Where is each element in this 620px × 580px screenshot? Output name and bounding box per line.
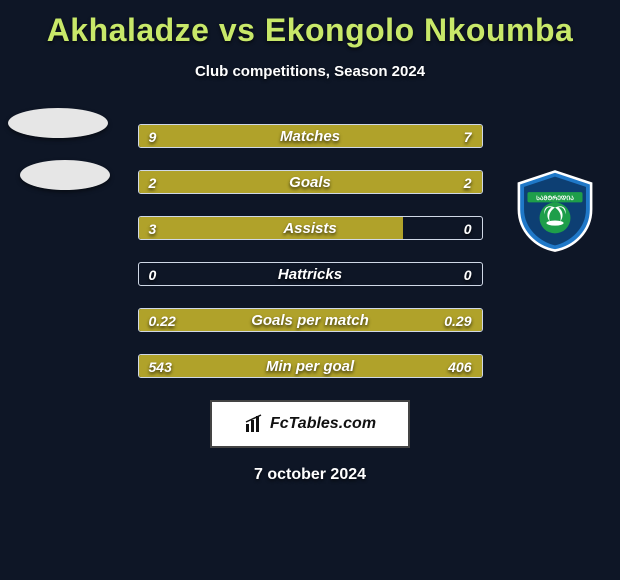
source-badge-text: FcTables.com (270, 415, 376, 433)
bar-fill-right (286, 309, 481, 331)
player-right-badge: ᲡᲐᲛᲢᲠᲔᲓᲘᲐ (512, 168, 612, 268)
player-left-badge (8, 108, 108, 208)
stat-value-left: 0 (149, 263, 157, 285)
bar-fill-right (332, 125, 482, 147)
placeholder-icon (20, 160, 110, 190)
footer-date: 7 october 2024 (0, 466, 620, 484)
bar-fill-right (335, 355, 482, 377)
bar-fill-right (310, 171, 482, 193)
bar-fill-left (139, 125, 332, 147)
bar-fill-left (139, 355, 335, 377)
stat-value-right: 0 (464, 263, 472, 285)
page-subtitle: Club competitions, Season 2024 (0, 63, 620, 80)
stat-row: 543 Min per goal 406 (138, 354, 483, 378)
bar-fill-left (139, 309, 287, 331)
stat-row: 3 Assists 0 (138, 216, 483, 240)
stat-value-right: 0 (464, 217, 472, 239)
svg-text:ᲡᲐᲛᲢᲠᲔᲓᲘᲐ: ᲡᲐᲛᲢᲠᲔᲓᲘᲐ (536, 195, 574, 202)
bar-fill-left (139, 217, 403, 239)
page-title: Akhaladze vs Ekongolo Nkoumba (0, 0, 620, 49)
bars-icon (244, 414, 264, 434)
stat-row: 0 Hattricks 0 (138, 262, 483, 286)
stat-label: Hattricks (139, 263, 482, 285)
club-crest-icon: ᲡᲐᲛᲢᲠᲔᲓᲘᲐ (512, 168, 598, 254)
bar-fill-left (139, 171, 311, 193)
source-badge[interactable]: FcTables.com (210, 400, 410, 448)
stat-row: 0.22 Goals per match 0.29 (138, 308, 483, 332)
stat-row: 9 Matches 7 (138, 124, 483, 148)
comparison-bars: 9 Matches 7 2 Goals 2 3 Assists 0 0 Hatt… (138, 124, 483, 378)
stat-row: 2 Goals 2 (138, 170, 483, 194)
placeholder-icon (8, 108, 108, 138)
